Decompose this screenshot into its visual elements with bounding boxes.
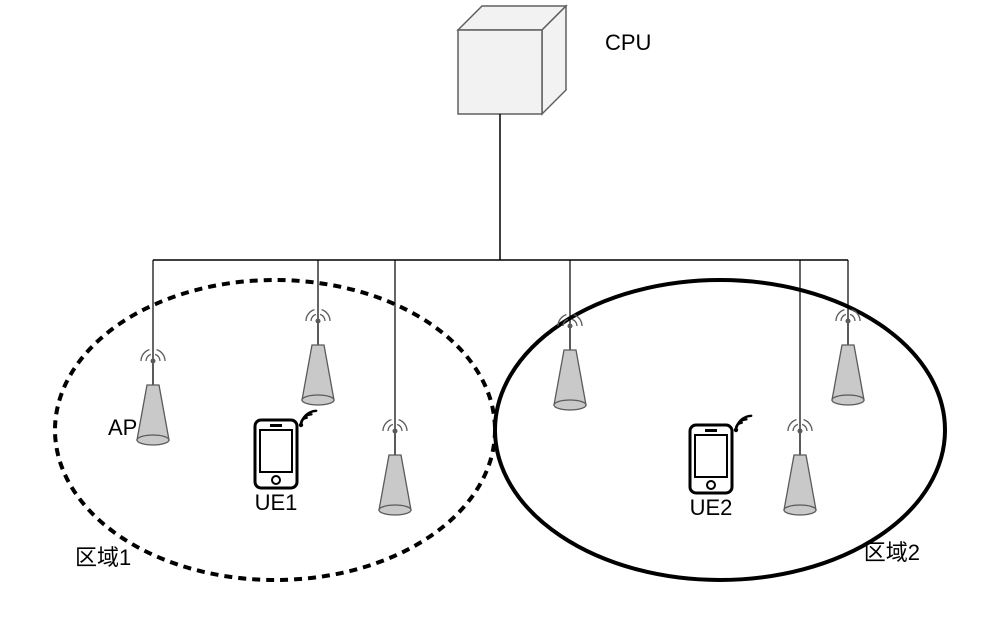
- wifi-arc-icon: [736, 416, 751, 430]
- ap-body: [832, 345, 864, 400]
- ap-body: [784, 455, 816, 510]
- antenna-wave-icon: [397, 424, 402, 431]
- antenna-tip-icon: [393, 429, 398, 434]
- ue-speaker-icon: [270, 424, 282, 427]
- ap-base: [379, 505, 411, 515]
- label: 区域1: [75, 545, 131, 570]
- antenna-wave-icon: [311, 314, 316, 321]
- label: UE1: [255, 490, 298, 515]
- antenna-wave-icon: [146, 354, 151, 361]
- antenna-wave-icon: [155, 354, 160, 361]
- antenna-wave-icon: [841, 314, 846, 321]
- antenna-tip-icon: [568, 324, 573, 329]
- antenna-wave-icon: [850, 314, 855, 321]
- ap-body: [379, 455, 411, 510]
- ue-speaker-icon: [705, 429, 717, 432]
- antenna-wave-icon: [572, 319, 577, 326]
- ap-base: [832, 395, 864, 405]
- antenna-wave-icon: [320, 314, 325, 321]
- label: AP: [108, 415, 137, 440]
- antenna-wave-icon: [802, 424, 807, 431]
- label: CPU: [605, 30, 651, 55]
- wifi-arc-icon: [301, 411, 316, 425]
- antenna-tip-icon: [846, 319, 851, 324]
- antenna-tip-icon: [798, 429, 803, 434]
- ap-base: [302, 395, 334, 405]
- ap-body: [554, 350, 586, 405]
- wifi-dot-icon: [299, 423, 303, 427]
- antenna-wave-icon: [793, 424, 798, 431]
- antenna-tip-icon: [151, 359, 156, 364]
- ap-base: [554, 400, 586, 410]
- label: 区域2: [864, 540, 920, 565]
- ap-body: [137, 385, 169, 440]
- antenna-tip-icon: [316, 319, 321, 324]
- label: UE2: [690, 495, 733, 520]
- ap-body: [302, 345, 334, 400]
- ap-base: [784, 505, 816, 515]
- cpu-front: [458, 30, 542, 114]
- antenna-wave-icon: [388, 424, 393, 431]
- wifi-dot-icon: [734, 428, 738, 432]
- ap-base: [137, 435, 169, 445]
